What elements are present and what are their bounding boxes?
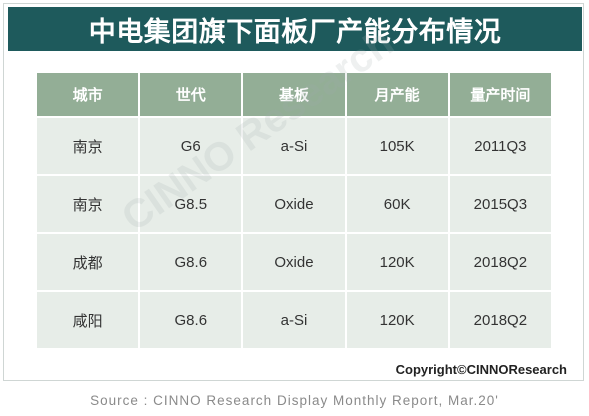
header-city: 城市 — [37, 73, 139, 116]
table-row: 成都 G8.6 Oxide 120K 2018Q2 — [37, 234, 551, 290]
copyright-notice: Copyright©CINNOResearch — [395, 362, 567, 377]
cell-city: 咸阳 — [37, 292, 139, 348]
cell-monthly-capacity: 60K — [346, 176, 448, 232]
cell-generation: G8.6 — [140, 292, 242, 348]
header-mass-production: 量产时间 — [449, 73, 551, 116]
table-row: 咸阳 G8.6 a-Si 120K 2018Q2 — [37, 292, 551, 348]
capacity-table: 城市 世代 基板 月产能 量产时间 南京 G6 a-Si 105K 2011Q3… — [35, 71, 553, 350]
cell-substrate: a-Si — [243, 118, 345, 174]
table-row: 南京 G6 a-Si 105K 2011Q3 — [37, 118, 551, 174]
table-title: 中电集团旗下面板厂产能分布情况 — [8, 7, 582, 51]
header-monthly-capacity: 月产能 — [346, 73, 448, 116]
cell-monthly-capacity: 120K — [346, 234, 448, 290]
cell-substrate: Oxide — [243, 176, 345, 232]
source-caption: Source : CINNO Research Display Monthly … — [90, 393, 499, 408]
cell-substrate: a-Si — [243, 292, 345, 348]
cell-city: 南京 — [37, 118, 139, 174]
cell-mass-production: 2018Q2 — [449, 292, 551, 348]
cell-generation: G8.5 — [140, 176, 242, 232]
table-row: 南京 G8.5 Oxide 60K 2015Q3 — [37, 176, 551, 232]
cell-monthly-capacity: 120K — [346, 292, 448, 348]
cell-monthly-capacity: 105K — [346, 118, 448, 174]
cell-mass-production: 2011Q3 — [449, 118, 551, 174]
cell-city: 成都 — [37, 234, 139, 290]
header-generation: 世代 — [140, 73, 242, 116]
header-row: 城市 世代 基板 月产能 量产时间 — [37, 73, 551, 116]
header-substrate: 基板 — [243, 73, 345, 116]
cell-mass-production: 2018Q2 — [449, 234, 551, 290]
cell-generation: G6 — [140, 118, 242, 174]
cell-city: 南京 — [37, 176, 139, 232]
cell-substrate: Oxide — [243, 234, 345, 290]
figure-card: 中电集团旗下面板厂产能分布情况 城市 世代 基板 月产能 量产时间 南京 G6 … — [3, 3, 584, 381]
cell-mass-production: 2015Q3 — [449, 176, 551, 232]
cell-generation: G8.6 — [140, 234, 242, 290]
